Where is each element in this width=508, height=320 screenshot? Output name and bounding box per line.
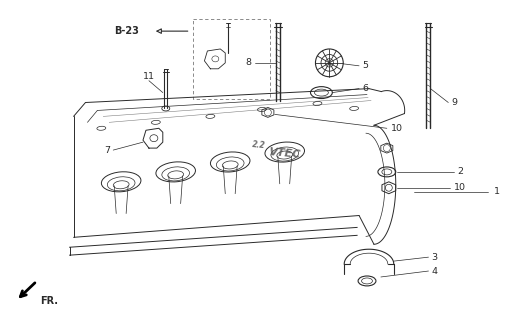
Text: 5: 5 (362, 61, 368, 70)
Text: VTEC: VTEC (268, 147, 301, 160)
Text: 9: 9 (451, 98, 457, 107)
Text: 2: 2 (457, 167, 463, 176)
Text: 10: 10 (454, 183, 466, 192)
Text: B-23: B-23 (114, 26, 139, 36)
Text: 8: 8 (245, 58, 251, 67)
Polygon shape (204, 49, 225, 69)
Text: 10: 10 (391, 124, 403, 133)
Text: 6: 6 (362, 84, 368, 93)
Bar (193, 19, 270, 99)
Text: FR.: FR. (40, 296, 58, 306)
Polygon shape (143, 128, 163, 148)
Text: 11: 11 (143, 72, 155, 81)
Text: 1: 1 (494, 187, 500, 196)
Text: 3: 3 (431, 253, 437, 262)
Text: 7: 7 (104, 146, 110, 155)
Text: 4: 4 (431, 267, 437, 276)
Text: 2.2: 2.2 (252, 140, 266, 150)
